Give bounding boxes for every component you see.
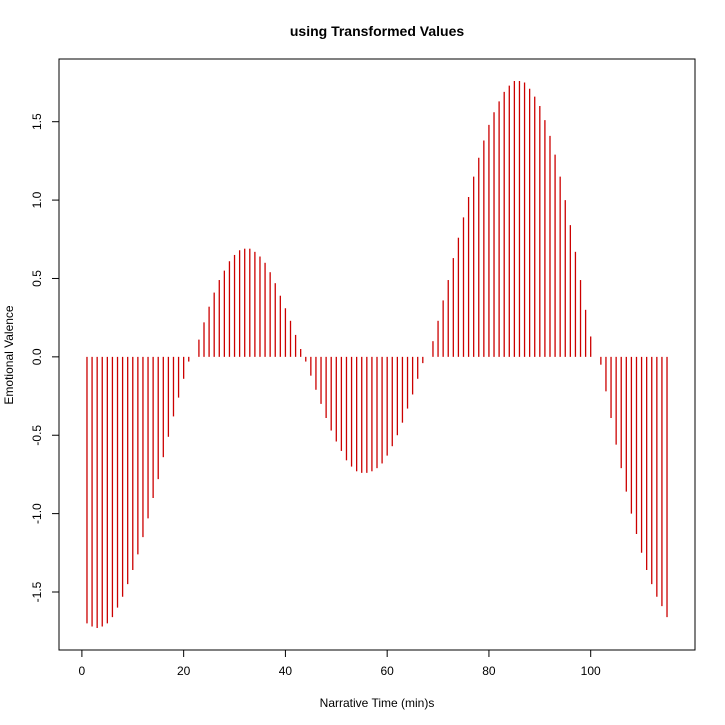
x-axis: 0 20 40 60 80 100 [79,649,601,678]
x-tick-label: 60 [380,664,394,678]
y-tick-label: -0.5 [30,425,44,446]
plot-frame [58,58,696,651]
x-tick-label: 40 [279,664,293,678]
x-tick-label: 20 [177,664,191,678]
x-axis-label: Narrative Time (min)s [320,696,435,710]
y-tick-label: 0.0 [30,348,44,365]
bar-series [86,80,668,629]
y-axis-label: Emotional Valence [2,305,16,404]
y-tick-label: 1.0 [30,191,44,208]
x-tick-label: 100 [581,664,601,678]
y-tick-label: 1.5 [30,113,44,130]
x-tick-label: 0 [79,664,86,678]
y-tick-label: -1.0 [30,503,44,524]
y-tick-label: 0.5 [30,270,44,287]
y-axis: -1.5 -1.0 -0.5 0.0 0.5 1.0 1.5 [30,113,60,602]
x-tick-label: 80 [482,664,496,678]
y-tick-label: -1.5 [30,581,44,602]
chart-title: using Transformed Values [290,23,464,39]
